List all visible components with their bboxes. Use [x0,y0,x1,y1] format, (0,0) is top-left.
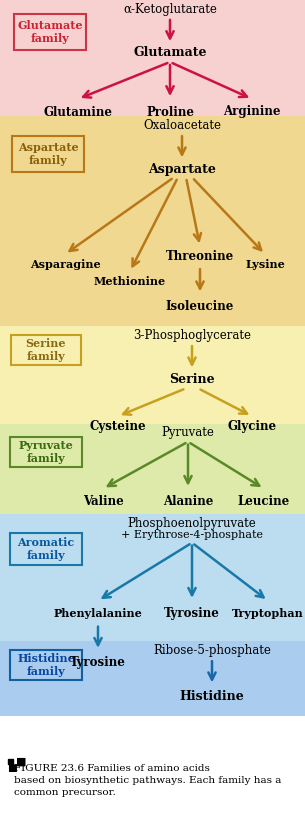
Text: Lysine: Lysine [245,259,285,270]
Text: Glutamine: Glutamine [44,105,113,118]
Text: Aspartate
family: Aspartate family [18,142,78,166]
FancyBboxPatch shape [10,533,82,565]
Text: ■: ■ [16,757,30,767]
Text: + Erythrose-4-phosphate: + Erythrose-4-phosphate [121,529,263,540]
Text: Glycine: Glycine [228,420,277,432]
Text: Aromatic
family: Aromatic family [17,537,75,561]
Text: Cysteine: Cysteine [90,420,146,432]
Bar [0,641,305,716]
FancyBboxPatch shape [12,136,84,173]
Text: ■: ■ [8,764,21,773]
Text: Valine: Valine [83,495,124,508]
Text: Ribose-5-phosphate: Ribose-5-phosphate [153,644,271,657]
Text: Leucine: Leucine [238,495,290,508]
Bar [0,514,305,641]
Text: Serine
family: Serine family [26,339,66,363]
Text: α-Ketoglutarate: α-Ketoglutarate [123,2,217,16]
Text: Alanine: Alanine [163,495,213,508]
Text: Asparagine: Asparagine [30,259,100,270]
Text: Threonine: Threonine [166,250,234,263]
Bar [0,0,305,116]
Bar [0,116,305,326]
Text: Proline: Proline [146,105,194,118]
Text: Tyrosine: Tyrosine [164,607,220,621]
Text: Histidine
family: Histidine family [17,653,75,677]
Text: Phosphoenolpyruvate: Phosphoenolpyruvate [127,517,257,530]
FancyBboxPatch shape [10,436,82,467]
Bar [8,759,13,764]
Text: Pyruvate
family: Pyruvate family [19,440,74,464]
FancyBboxPatch shape [14,14,86,50]
Text: Arginine: Arginine [223,105,281,118]
Text: Serine: Serine [169,372,215,386]
Text: Phenylalanine: Phenylalanine [54,608,142,619]
Text: Isoleucine: Isoleucine [166,300,234,312]
Text: FIGURE 23.6 Families of amino acids
based on biosynthetic pathways. Each family : FIGURE 23.6 Families of amino acids base… [14,764,282,797]
FancyBboxPatch shape [11,335,81,365]
Text: Oxaloacetate: Oxaloacetate [143,118,221,132]
Text: 3-Phosphoglycerate: 3-Phosphoglycerate [133,329,251,342]
Text: Glutamate: Glutamate [133,47,207,59]
Text: Methionine: Methionine [94,275,166,287]
FancyBboxPatch shape [10,650,82,681]
Text: Glutamate
family: Glutamate family [17,20,83,44]
Text: Aspartate: Aspartate [148,163,216,176]
Bar [0,326,305,424]
Text: Pyruvate: Pyruvate [162,427,214,439]
Text: Histidine: Histidine [180,690,244,703]
Text: Tryptophan: Tryptophan [232,608,304,619]
Text: Tyrosine: Tyrosine [70,656,126,669]
Bar [0,424,305,514]
